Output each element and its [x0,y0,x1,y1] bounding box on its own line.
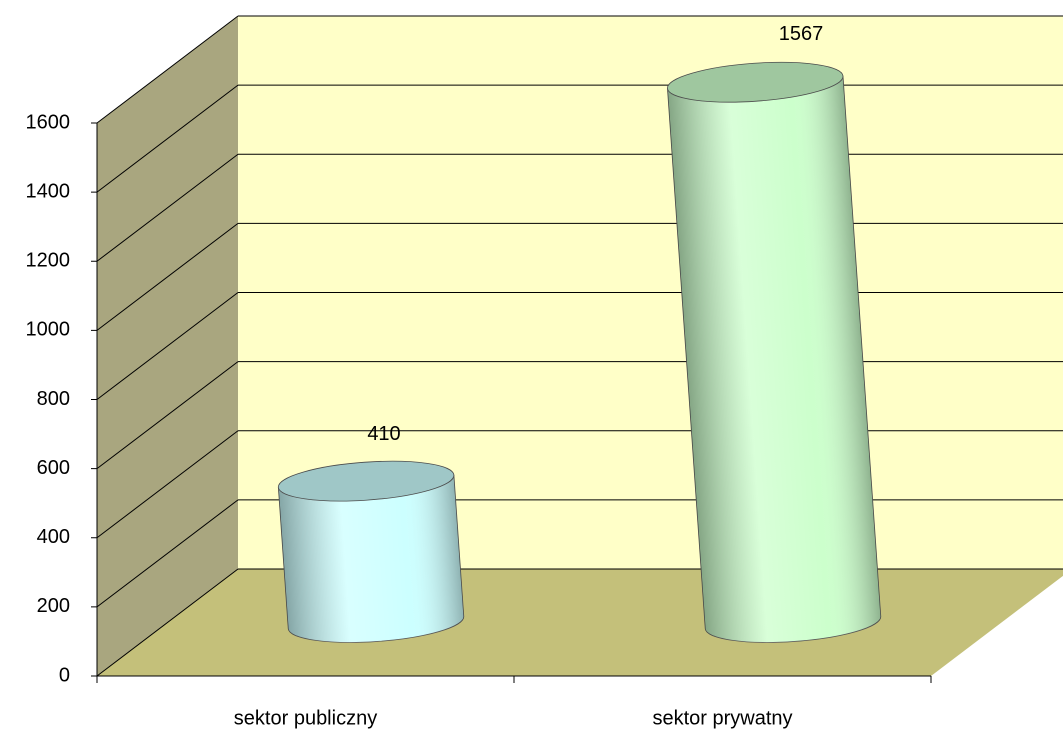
grid-line [96,153,239,262]
y-tick-label: 800 [37,388,70,410]
bar-top [667,61,844,103]
bar-shade [278,475,464,643]
grid-line [96,222,239,331]
grid-line [96,568,239,677]
bar-top [277,460,455,502]
y-tick-label: 1600 [26,111,71,133]
value-label: 1567 [779,23,824,45]
value-label: 410 [367,423,400,445]
y-tick-label: 600 [37,457,70,479]
cylinder [667,61,882,643]
bars [277,61,882,643]
cylinder [277,460,465,643]
y-tick-label: 1200 [26,250,71,272]
grid-line [96,430,239,539]
y-tick-label: 200 [37,595,70,617]
y-tick-label: 400 [37,526,70,548]
grid-line [96,292,239,400]
grid-line [96,15,239,124]
bar-shade [667,76,881,643]
floor [97,569,1063,676]
grid-line [96,499,239,608]
grid [96,15,1063,677]
y-tick-label: 1400 [26,180,71,202]
x-tick-label: sektor publiczny [234,707,377,729]
grid-line [96,361,239,470]
bar-top-shade [278,461,454,502]
y-tick-label: 0 [59,664,70,686]
x-tick-label: sektor prywatny [652,707,792,729]
grid-line [96,84,239,193]
bar-top-shade [667,62,844,103]
y-tick-label: 1000 [26,319,71,341]
